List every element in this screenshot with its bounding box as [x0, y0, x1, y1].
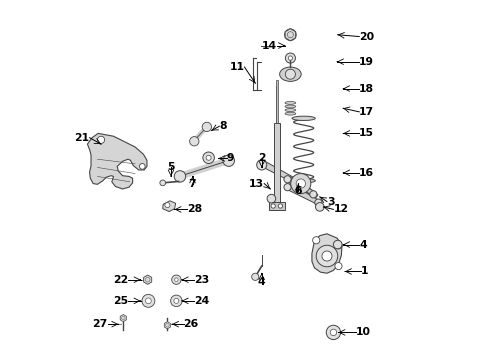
Text: 16: 16: [359, 168, 374, 178]
Text: 11: 11: [229, 62, 244, 72]
Circle shape: [170, 295, 182, 307]
Circle shape: [270, 204, 275, 208]
Circle shape: [121, 316, 125, 320]
Ellipse shape: [291, 179, 315, 183]
Ellipse shape: [285, 105, 295, 108]
Circle shape: [325, 325, 340, 339]
Circle shape: [284, 29, 296, 41]
Bar: [268, 202, 284, 211]
Text: 13: 13: [248, 179, 264, 189]
Text: 4: 4: [257, 277, 265, 287]
Circle shape: [174, 171, 185, 182]
Circle shape: [223, 155, 234, 166]
Text: 22: 22: [112, 275, 128, 285]
Polygon shape: [287, 184, 320, 206]
Polygon shape: [285, 29, 295, 41]
Circle shape: [314, 199, 321, 206]
Text: 14: 14: [261, 41, 276, 50]
Circle shape: [251, 273, 258, 280]
Circle shape: [174, 298, 179, 303]
Circle shape: [312, 237, 319, 244]
Text: 7: 7: [188, 179, 196, 189]
Circle shape: [285, 53, 295, 63]
Text: 18: 18: [359, 84, 373, 94]
Circle shape: [145, 298, 151, 304]
Text: 19: 19: [359, 57, 373, 67]
Circle shape: [290, 174, 310, 194]
Text: 26: 26: [183, 319, 199, 329]
Bar: [273, 123, 280, 202]
Circle shape: [333, 240, 341, 249]
Circle shape: [164, 203, 169, 208]
Circle shape: [139, 163, 145, 169]
Polygon shape: [143, 275, 151, 284]
Text: 15: 15: [359, 129, 373, 138]
Circle shape: [142, 294, 155, 307]
Circle shape: [145, 277, 150, 282]
Polygon shape: [311, 234, 341, 273]
Text: 21: 21: [74, 133, 89, 143]
Text: 28: 28: [187, 204, 202, 215]
Polygon shape: [120, 315, 126, 321]
Circle shape: [321, 251, 331, 261]
Circle shape: [284, 184, 290, 191]
Text: 17: 17: [359, 107, 374, 117]
Circle shape: [165, 323, 169, 327]
Text: 5: 5: [167, 162, 174, 172]
Text: 3: 3: [326, 197, 334, 207]
Text: 24: 24: [194, 296, 209, 306]
Circle shape: [287, 32, 292, 37]
Ellipse shape: [285, 102, 295, 104]
Circle shape: [266, 194, 275, 203]
Text: 10: 10: [355, 327, 370, 337]
Text: 23: 23: [194, 275, 209, 285]
Circle shape: [287, 56, 292, 60]
Circle shape: [160, 180, 165, 186]
Text: 9: 9: [226, 153, 234, 163]
Circle shape: [202, 122, 211, 132]
Ellipse shape: [279, 67, 301, 81]
Circle shape: [334, 242, 341, 249]
Circle shape: [278, 204, 282, 208]
Text: 6: 6: [294, 186, 302, 196]
Ellipse shape: [285, 109, 295, 112]
Text: 12: 12: [333, 204, 348, 215]
Circle shape: [296, 179, 305, 188]
Polygon shape: [286, 176, 317, 198]
Ellipse shape: [291, 116, 315, 121]
Bar: [275, 80, 278, 123]
Circle shape: [316, 245, 337, 267]
Circle shape: [97, 136, 104, 143]
Circle shape: [287, 32, 293, 38]
Text: 8: 8: [219, 121, 226, 131]
Circle shape: [206, 155, 211, 160]
Text: 2: 2: [257, 153, 265, 163]
Circle shape: [329, 329, 336, 336]
Polygon shape: [163, 201, 175, 212]
Circle shape: [174, 278, 178, 282]
Text: 1: 1: [360, 266, 368, 276]
Text: 27: 27: [92, 319, 107, 329]
Circle shape: [284, 176, 290, 183]
Circle shape: [189, 136, 199, 146]
Circle shape: [285, 69, 295, 79]
Circle shape: [334, 262, 341, 270]
Text: 4: 4: [359, 239, 366, 249]
Text: 25: 25: [113, 296, 128, 306]
Ellipse shape: [285, 112, 295, 115]
Circle shape: [171, 275, 181, 284]
Circle shape: [256, 160, 266, 170]
Polygon shape: [87, 134, 147, 189]
Text: 20: 20: [359, 32, 374, 41]
Polygon shape: [164, 321, 170, 329]
Circle shape: [309, 191, 316, 198]
Circle shape: [315, 203, 324, 211]
Circle shape: [203, 152, 214, 163]
Polygon shape: [260, 160, 314, 196]
